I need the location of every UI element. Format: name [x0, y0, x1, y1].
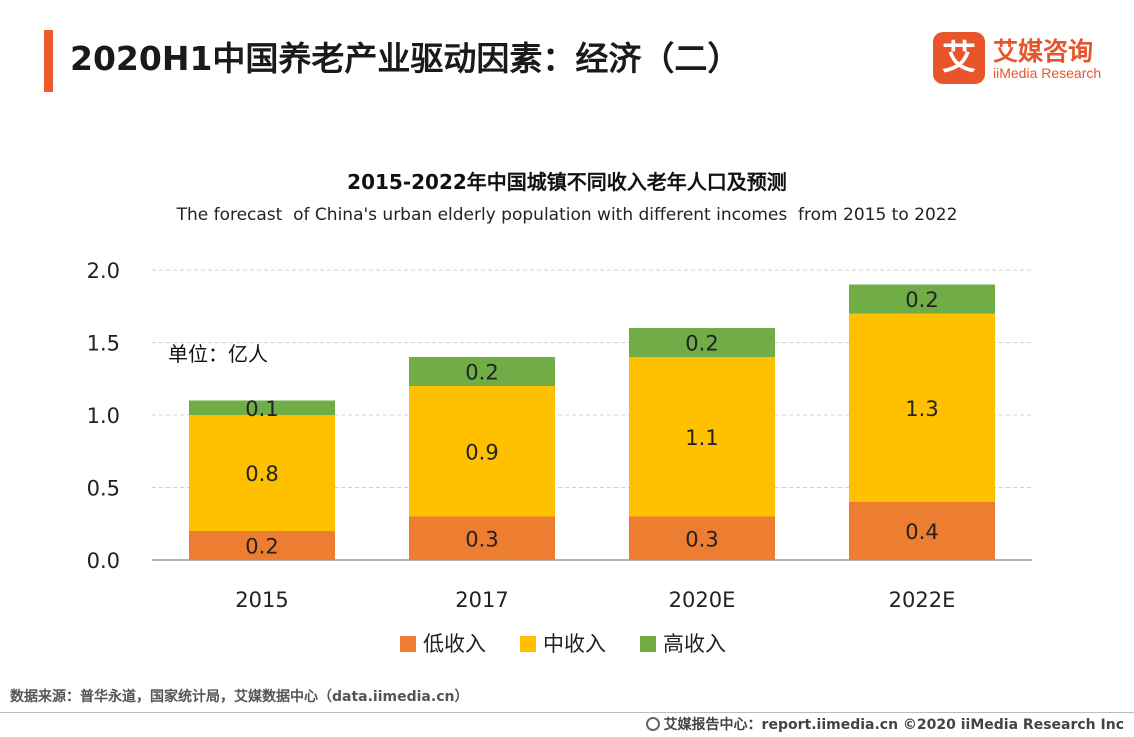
legend-label: 高收入 [663, 632, 726, 656]
footer-credit: 艾媒报告中心：report.iimedia.cn ©2020 iiMedia R… [645, 714, 1124, 734]
footer-text: 艾媒报告中心：report.iimedia.cn ©2020 iiMedia R… [663, 717, 1124, 733]
data-label: 0.3 [685, 527, 718, 551]
legend-label: 中收入 [543, 632, 606, 656]
data-source-note: 数据来源：普华永道，国家统计局，艾媒数据中心（data.iimedia.cn） [10, 689, 469, 705]
data-label: 1.1 [685, 426, 718, 450]
x-tick-label: 2020E [669, 588, 736, 612]
bar-segment [849, 284, 995, 314]
data-label: 0.2 [905, 288, 938, 312]
data-label: 0.9 [465, 440, 498, 464]
unit-label: 单位：亿人 [168, 342, 268, 366]
bar-segment [409, 516, 555, 560]
x-tick-label: 2022E [889, 588, 956, 612]
bar-segment [629, 328, 775, 357]
legend-label: 低收入 [423, 632, 486, 656]
logo-mark-icon: 艾 [933, 32, 985, 84]
logo-name-cn: 艾媒咨询 [993, 37, 1094, 66]
y-tick-label: 1.0 [87, 404, 120, 428]
data-label: 0.8 [245, 462, 278, 486]
bar-segment [849, 502, 995, 560]
data-label: 0.1 [245, 397, 278, 421]
logo-name-en: iiMedia Research [993, 65, 1102, 81]
y-tick-label: 1.5 [87, 332, 120, 356]
bar-segment [849, 313, 995, 502]
x-tick-label: 2015 [235, 588, 288, 612]
bar-segment [409, 386, 555, 517]
globe-icon [645, 717, 660, 731]
y-tick-label: 0.5 [87, 477, 120, 501]
legend-swatch [640, 636, 656, 652]
bar-segment [629, 516, 775, 560]
stacked-bar-chart: 0.0 0.5 1.0 1.5 2.0 单位：亿人 0.2 0.8 0.1 2015 0.3 0.9 0… [87, 259, 1032, 656]
bar-segment [409, 357, 555, 386]
data-label: 0.4 [905, 520, 938, 544]
legend-swatch [400, 636, 416, 652]
y-tick-label: 0.0 [87, 549, 120, 573]
bar-segment [189, 400, 335, 415]
footer-divider [0, 712, 1134, 713]
title-accent-bar [44, 30, 53, 92]
data-label: 0.2 [245, 535, 278, 559]
chart-subtitle: The forecast of China's urban elderly po… [176, 205, 958, 225]
data-label: 0.3 [465, 527, 498, 551]
bar-segment [189, 415, 335, 531]
data-label: 0.2 [465, 361, 498, 385]
data-label: 1.3 [905, 397, 938, 421]
chart-title: 2015-2022年中国城镇不同收入老年人口及预测 [347, 170, 787, 194]
bar-segment [629, 357, 775, 517]
x-tick-label: 2017 [455, 588, 508, 612]
brand-logo: 艾 艾媒咨询 iiMedia Research [933, 32, 1133, 88]
bar-segment [189, 531, 335, 560]
data-label: 0.2 [685, 332, 718, 356]
legend-swatch [520, 636, 536, 652]
y-tick-label: 2.0 [87, 259, 120, 283]
page-title: 2020H1中国养老产业驱动因素：经济（二） [70, 39, 741, 78]
